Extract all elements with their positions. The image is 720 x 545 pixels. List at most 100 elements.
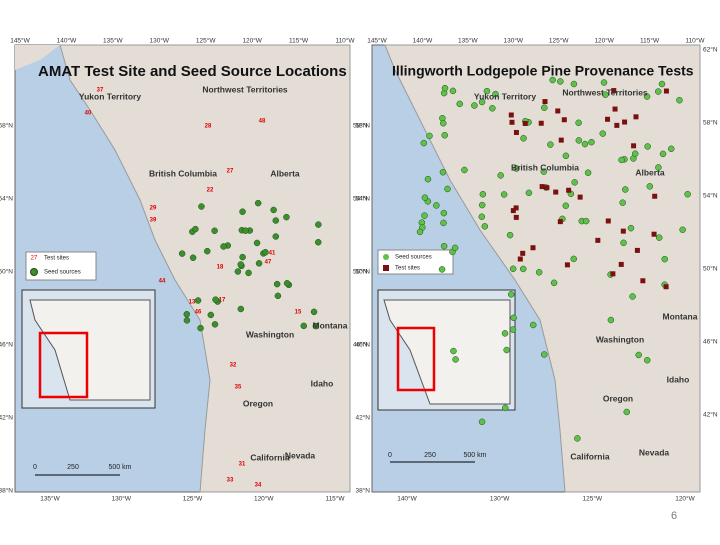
region-label: Oregon [243, 398, 273, 408]
site-marker [483, 87, 491, 95]
site-marker [478, 98, 486, 106]
region-label: British Columbia [511, 162, 579, 172]
site-marker [635, 351, 642, 359]
site-marker [497, 172, 504, 179]
longitude-label: 120°W [675, 495, 695, 503]
region-label: Idaho [311, 378, 334, 388]
longitude-label: 115°W [640, 37, 660, 45]
latitude-label: 42°N [355, 414, 370, 422]
site-marker [655, 164, 662, 171]
site-marker [513, 129, 519, 135]
site-marker [610, 271, 616, 277]
site-marker [542, 99, 548, 105]
map-title: Illingworth Lodgepole Pine Provenance Te… [392, 63, 694, 79]
site-marker [239, 208, 246, 215]
site-marker [525, 189, 533, 197]
inset-land [383, 299, 511, 405]
site-marker [631, 143, 637, 149]
longitude-label: 130°W [111, 495, 131, 503]
longitude-label: 125°W [549, 37, 569, 45]
longitude-label: 115°W [289, 37, 309, 45]
site-marker [659, 150, 667, 158]
site-marker [503, 346, 510, 354]
site-label: 37 [97, 88, 104, 94]
site-marker [620, 239, 627, 247]
site-marker [239, 253, 246, 261]
site-marker [183, 317, 191, 324]
site-marker [530, 245, 536, 251]
site-marker [582, 217, 590, 225]
site-marker [509, 265, 517, 273]
site-marker [481, 223, 489, 230]
site-marker [426, 132, 433, 140]
map-title: AMAT Test Site and Seed Source Locations [38, 63, 347, 80]
site-marker [633, 114, 639, 120]
longitude-label: 145°W [367, 37, 387, 45]
site-marker [513, 205, 519, 211]
site-marker [440, 219, 447, 227]
site-marker [519, 265, 527, 273]
site-marker [440, 209, 448, 217]
site-marker [255, 260, 263, 267]
site-marker [274, 292, 282, 300]
site-marker [539, 184, 545, 190]
site-marker [421, 212, 428, 219]
latitude-label: 50°N [0, 268, 13, 276]
site-marker [540, 168, 548, 175]
site-marker [646, 183, 654, 190]
site-marker [478, 213, 486, 220]
site-marker [618, 156, 625, 164]
site-marker [509, 326, 517, 333]
site-marker [513, 165, 520, 172]
legend-sample: 27 [31, 256, 38, 262]
site-marker [557, 219, 563, 225]
site-marker [283, 213, 290, 221]
site-label: 15 [295, 310, 302, 316]
site-marker [564, 262, 570, 268]
longitude-label: 140°W [413, 37, 433, 45]
site-label: 13 [189, 300, 196, 306]
site-marker [197, 324, 204, 332]
latitude-label: 38°N [355, 487, 370, 495]
site-label: 44 [159, 279, 166, 285]
latitude-label: 58°N [353, 122, 368, 130]
region-label: Alberta [635, 167, 665, 177]
site-marker [478, 418, 486, 426]
site-marker [544, 185, 550, 191]
site-marker [441, 84, 449, 92]
latitude-label: 46°N [0, 341, 13, 349]
region-label: Washington [246, 329, 294, 339]
site-marker [433, 202, 440, 209]
latitude-label: 54°N [353, 195, 368, 203]
latitude-label: 50°N [703, 265, 718, 273]
site-marker [584, 169, 592, 176]
site-label: 32 [230, 363, 237, 369]
latitude-label: 42°N [703, 411, 718, 419]
longitude-label: 130°W [149, 37, 169, 45]
latitude-label: 54°N [0, 195, 13, 203]
site-marker [189, 254, 197, 261]
site-marker [479, 191, 487, 198]
longitude-label: 130°W [490, 495, 510, 503]
site-marker [561, 117, 567, 123]
site-marker [566, 187, 572, 193]
region-label: Nevada [285, 450, 316, 460]
longitude-label: 125°W [183, 495, 203, 503]
inset-extent [38, 331, 89, 399]
scale-label: 250 [67, 464, 79, 471]
site-label: 18 [217, 265, 224, 271]
longitude-label: 115°W [325, 495, 345, 503]
site-marker [549, 76, 556, 84]
site-label: 35 [235, 385, 242, 391]
site-marker [622, 186, 629, 193]
scale-label: 250 [424, 452, 436, 459]
site-label: 31 [239, 462, 246, 468]
site-marker [522, 120, 528, 126]
site-marker [577, 194, 583, 200]
site-label: 40 [85, 111, 92, 117]
site-label: 28 [205, 124, 212, 130]
longitude-label: 125°W [583, 495, 603, 503]
site-marker [194, 297, 202, 304]
site-marker [529, 321, 537, 329]
site-marker [629, 293, 636, 300]
